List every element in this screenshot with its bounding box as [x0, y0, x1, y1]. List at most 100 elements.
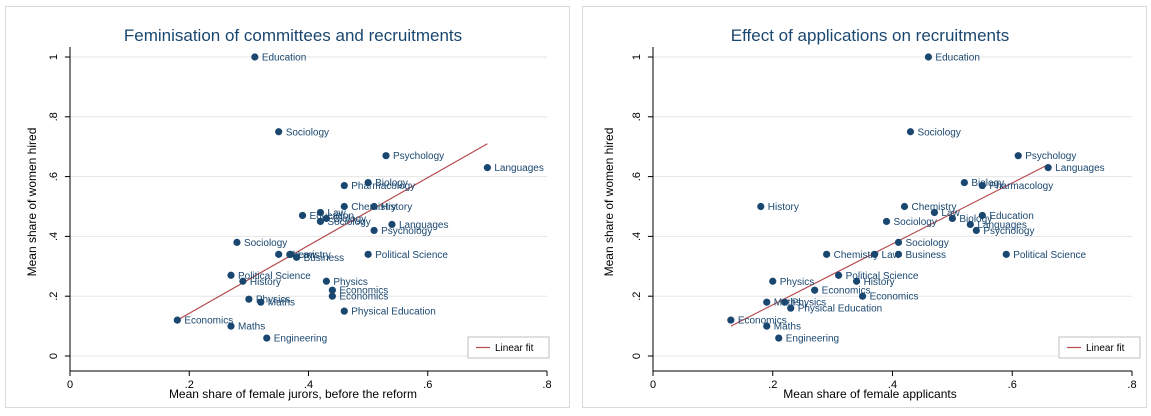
scatter-point — [173, 316, 181, 324]
scatter-point — [906, 128, 915, 136]
scatter-point — [978, 181, 986, 190]
scatter-point — [978, 211, 986, 220]
scatter-point — [340, 307, 348, 315]
y-tick-label: 0 — [48, 353, 60, 359]
data-points: EducationSociologyPsychologyLanguagesBio… — [727, 53, 1105, 345]
scatter-point — [239, 277, 247, 285]
scatter-point — [370, 202, 378, 211]
scatter-point — [257, 298, 265, 306]
scatter-point — [263, 334, 271, 342]
linear-fit-line — [177, 143, 488, 321]
point-label: Economics — [870, 292, 919, 303]
data-points: EducationSociologyPsychologyLanguagesBio… — [173, 53, 544, 345]
point-label: Psychology — [393, 151, 444, 162]
chart-title: Feminisation of committees and recruitme… — [124, 26, 462, 45]
point-label: Economics — [184, 316, 233, 327]
scatter-point — [948, 214, 956, 223]
point-label: Political Science — [846, 271, 919, 282]
x-tick-label: .8 — [1127, 379, 1136, 391]
point-label: Sociology — [894, 217, 937, 228]
scatter-point — [316, 208, 325, 217]
point-label: Sociology — [917, 127, 960, 138]
y-tick-label: .4 — [48, 232, 60, 241]
point-label: Pharmacology — [351, 181, 415, 192]
y-tick-label: .6 — [631, 172, 643, 181]
point-label: Languages — [977, 220, 1027, 231]
scatter-point — [382, 152, 390, 160]
point-label: Languages — [1055, 163, 1105, 174]
y-tick-label: 1 — [631, 54, 643, 60]
scatter-point — [292, 253, 301, 261]
scatter-point — [364, 250, 372, 258]
scatter-point — [275, 250, 283, 258]
point-label: Biology — [971, 178, 1004, 189]
point-label: Economics — [822, 286, 871, 297]
scatter-point — [966, 220, 974, 229]
legend: Linear fit — [1058, 336, 1141, 359]
point-label: Law — [941, 208, 960, 219]
y-tick-label: .2 — [48, 292, 60, 301]
legend-box — [467, 336, 550, 359]
axes: 0 .2 .4 .6 .8 — [67, 47, 552, 391]
point-label: Economics — [738, 316, 787, 327]
x-tick-label: .6 — [1008, 379, 1017, 391]
point-label: History — [250, 277, 281, 288]
legend-label: Linear fit — [495, 343, 534, 354]
y-tick-label: .8 — [631, 112, 643, 121]
point-label: Physics — [792, 298, 826, 309]
scatter-point — [930, 208, 939, 217]
scatter-point — [275, 128, 283, 136]
chart-title: Effect of applications on recruitments — [731, 26, 1009, 45]
scatter-point — [328, 292, 336, 300]
point-label: Business — [304, 253, 345, 264]
y-tick-label: .8 — [48, 112, 60, 121]
scatter-chart-right: Effect of applications on recruitments M… — [602, 26, 1141, 401]
x-axis-label: Mean share of female applicants — [783, 387, 956, 401]
legend-box — [1058, 336, 1141, 359]
x-tick-label: .4 — [888, 379, 897, 391]
scatter-point — [370, 226, 378, 235]
chart-panel-left: Feminisation of committees and recruitme… — [5, 6, 570, 408]
scatter-point — [483, 164, 491, 172]
scatter-point — [882, 217, 891, 226]
x-tick-label: .2 — [185, 379, 194, 391]
point-label: Languages — [494, 163, 544, 174]
scatter-point — [727, 316, 735, 324]
point-label: Education — [262, 53, 306, 64]
point-label: Languages — [399, 220, 449, 231]
point-label: Physics — [256, 295, 290, 306]
y-axis-label: Mean share of women hired — [25, 128, 39, 277]
scatter-point — [251, 53, 259, 61]
point-label: Political Science — [238, 271, 311, 282]
scatter-point — [775, 334, 783, 342]
scatter-point — [894, 250, 903, 258]
scatter-point — [787, 304, 795, 312]
chart-panel-right: Effect of applications on recruitments M… — [582, 6, 1147, 408]
point-label: Psychology — [983, 226, 1034, 237]
point-label: Economics — [339, 292, 388, 303]
scatter-point — [781, 298, 789, 306]
scatter-point — [340, 202, 348, 211]
point-label: Engineering — [786, 334, 839, 345]
point-label: Education — [989, 211, 1033, 222]
point-label: Political Science — [375, 250, 448, 261]
scatter-point — [858, 292, 867, 300]
scatter-point — [757, 202, 765, 211]
point-label: History — [381, 202, 412, 213]
point-label: Physics — [333, 277, 367, 288]
point-label: Physics — [780, 277, 814, 288]
axes: 0 .2 .4 .6 .8 — [650, 47, 1137, 391]
scatter-point — [870, 250, 879, 258]
scatter-point — [287, 250, 295, 258]
point-label: Chemistry — [834, 250, 879, 261]
point-label: Law — [327, 208, 346, 219]
x-tick-label: 0 — [650, 379, 656, 391]
point-label: Maths — [238, 322, 265, 333]
grid-lines: 0 .2 .4 .6 .8 1 — [48, 54, 547, 359]
x-axis-label: Mean share of female jurors, before the … — [169, 387, 417, 401]
point-label: Economics — [339, 286, 388, 297]
point-label: Sociology — [286, 127, 329, 138]
x-tick-label: .4 — [304, 379, 313, 391]
point-label: History — [864, 277, 895, 288]
point-label: Education — [310, 211, 354, 222]
